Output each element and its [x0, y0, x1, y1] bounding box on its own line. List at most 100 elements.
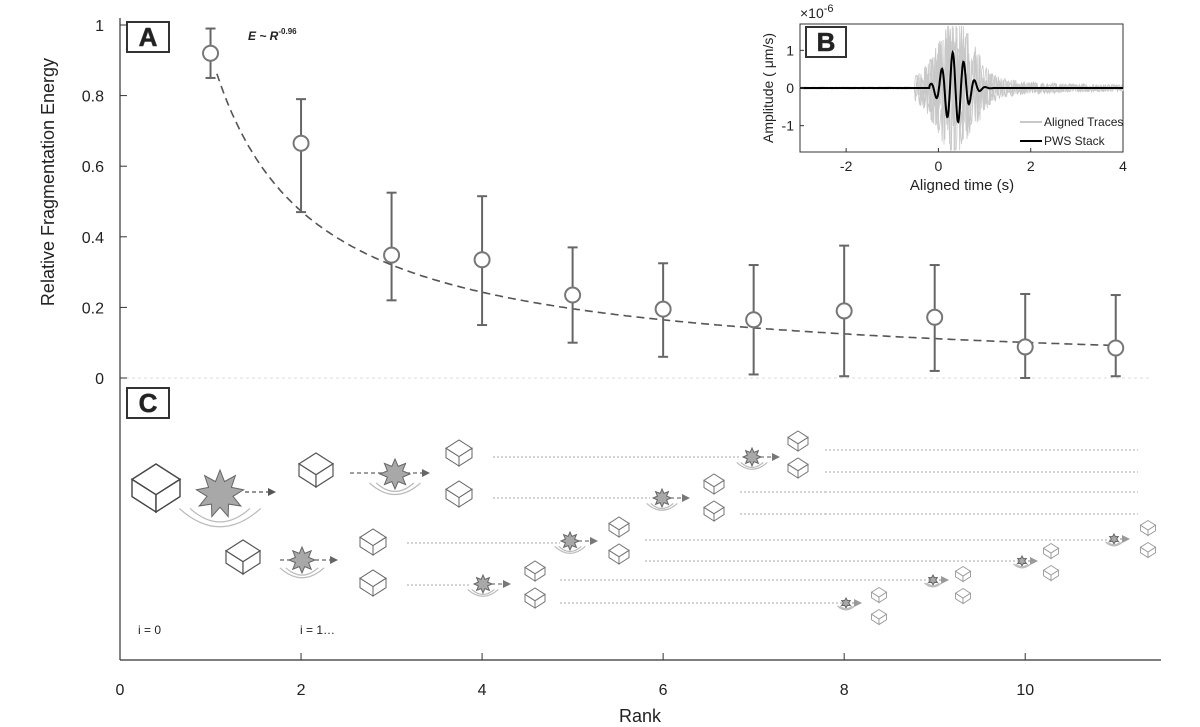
inset-scale-exponent: -6	[824, 3, 834, 15]
cube-right	[372, 577, 387, 597]
arrow	[245, 488, 276, 496]
data-point-group	[654, 262, 672, 358]
inset-legend: Aligned Traces PWS Stack	[1020, 115, 1123, 148]
arrow	[1028, 557, 1038, 565]
cascade-lines	[245, 449, 1138, 607]
wave-arc	[285, 567, 319, 576]
data-point-group	[473, 195, 491, 327]
burst-icon	[554, 530, 586, 554]
inset-y-axis-title: Amplitude ( μm/s)	[760, 33, 776, 143]
power-law-fit	[216, 73, 1115, 347]
arrow-head	[772, 453, 780, 461]
cube-right	[878, 613, 887, 626]
data-point	[835, 302, 853, 320]
cube-icon	[787, 457, 809, 479]
cube-right	[713, 506, 725, 522]
y-tick-label: 0.6	[82, 159, 104, 176]
inset-x-tick-label: 2	[1027, 158, 1035, 174]
inset-scale-base: ×10	[800, 5, 824, 21]
arrow	[852, 599, 862, 607]
wave-arc	[839, 605, 853, 610]
burst-icon	[837, 596, 855, 611]
cube-right	[618, 549, 630, 565]
pws-stack	[800, 49, 1123, 124]
caption-i-1: i = 1…	[300, 623, 335, 637]
y-tick-label: 0.4	[82, 230, 104, 247]
cube-icon	[787, 430, 809, 452]
y-tick-label: 0.8	[82, 89, 104, 106]
wave-arc	[1015, 563, 1029, 568]
cube-icon	[1042, 564, 1060, 582]
data-point	[383, 246, 401, 264]
cube-right	[242, 549, 261, 576]
legend-aligned-traces: Aligned Traces	[1044, 115, 1123, 129]
cube-right	[797, 463, 809, 479]
wave-arc	[646, 502, 678, 511]
cube-icon	[524, 560, 546, 582]
x-tick-label: 8	[840, 682, 849, 699]
caption-i-0: i = 0	[138, 623, 161, 637]
wave-arc	[369, 482, 421, 496]
cube-icon	[297, 452, 335, 489]
cube-right	[713, 479, 725, 495]
burst-icon	[369, 457, 421, 496]
panel-b-inset: -2 0 2 4 -1 0 1 B ×10-6 Amplitude ( μm/s) Alig…	[760, 3, 1127, 194]
burst-icon	[924, 573, 942, 588]
data-point-group	[1016, 292, 1034, 379]
burst-star	[472, 573, 494, 595]
inset-scale-factor: ×10-6	[800, 3, 834, 21]
y-tick-label: 0	[95, 371, 104, 388]
data-point	[745, 311, 763, 329]
cube-icon	[1139, 519, 1157, 537]
fit-curve	[216, 73, 1115, 347]
burst-star	[741, 446, 763, 468]
fragmentation-bursts	[178, 446, 1123, 611]
inset-x-tick-label: 4	[1119, 158, 1127, 174]
fragment-cubes	[130, 430, 1157, 626]
arrow-head	[1122, 535, 1130, 543]
inset-y-tick-label: 1	[786, 42, 794, 58]
data-point	[1107, 339, 1125, 357]
inset-x-axis-title: Aligned time (s)	[910, 177, 1014, 194]
burst-star	[1108, 532, 1120, 546]
panel-c-label: C	[139, 388, 158, 418]
cube-right	[372, 536, 387, 556]
wave-arc	[279, 567, 325, 579]
fit-annotation-exponent: -0.96	[278, 27, 297, 36]
burst-icon	[1013, 554, 1031, 569]
cube-right	[618, 522, 630, 538]
arrow	[760, 453, 780, 461]
data-point-group	[745, 264, 763, 376]
cube-right	[962, 592, 971, 605]
wave-arc	[558, 545, 582, 553]
wave-arc	[471, 588, 495, 596]
burst-star	[840, 596, 852, 610]
inset-y-tick-label: 0	[786, 80, 794, 96]
x-tick-label: 6	[659, 682, 668, 699]
x-tick-label: 2	[297, 682, 306, 699]
arrow-head	[1030, 557, 1038, 565]
data-point	[1016, 338, 1034, 356]
cube-right	[534, 566, 546, 582]
data-point	[654, 300, 672, 318]
inset-axes: -2 0 2 4 -1 0 1	[782, 42, 1128, 174]
y-tick-label: 0.2	[82, 300, 104, 317]
data-point-group	[383, 191, 401, 302]
panel-a-label-box: A	[126, 21, 170, 53]
cube-right	[458, 488, 473, 508]
arrow-head	[590, 537, 598, 545]
panel-a-chart: 00.20.40.60.810 2 4 6 8 10 A E ~ R-0.96 Relat…	[38, 18, 1161, 726]
burst-star	[1016, 554, 1028, 568]
arrow-head	[422, 469, 430, 477]
arrow-head	[268, 488, 276, 496]
data-point-group	[292, 98, 310, 214]
data-point-group	[202, 27, 220, 79]
wave-arc	[467, 588, 499, 597]
data-point-group	[835, 244, 853, 378]
cube-icon	[954, 587, 972, 605]
wave-arc	[1013, 563, 1031, 569]
cube-right	[1050, 569, 1059, 582]
data-point-group	[1107, 294, 1125, 378]
arrow	[491, 580, 511, 588]
